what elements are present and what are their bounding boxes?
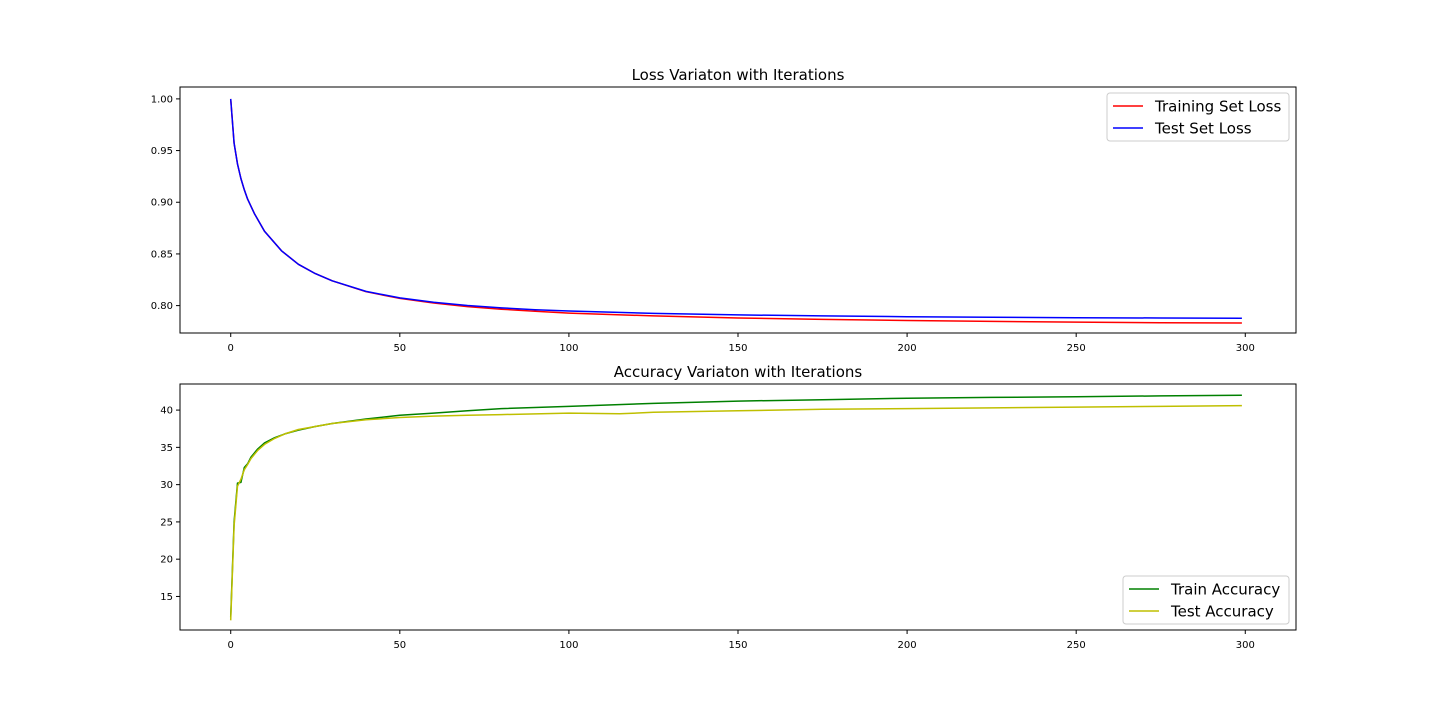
loss-chart: Loss Variaton with Iterations 0 50 100 150 2… — [151, 66, 1297, 354]
x-tick-label: 50 — [393, 343, 406, 354]
series-line-training-set-loss — [229, 98, 1242, 324]
loss-chart-frame — [179, 86, 1297, 334]
x-tick-label: 300 — [1236, 343, 1255, 354]
accuracy-chart-ticks: 0 50 100 150 200 250 300 15 20 25 30 35 40 — [160, 406, 1255, 651]
x-tick-label: 150 — [728, 343, 747, 354]
y-tick-label: 0.95 — [151, 146, 173, 157]
y-tick-label: 1.00 — [151, 94, 173, 105]
legend-label: Test Set Loss — [1154, 120, 1252, 138]
y-tick-label: 20 — [160, 555, 173, 566]
legend-frame — [1122, 575, 1290, 625]
y-tick-label: 0.85 — [151, 249, 173, 260]
legend-label: Training Set Loss — [1154, 98, 1281, 116]
series-line-train-accuracy — [229, 394, 1242, 618]
legend-frame — [1106, 92, 1290, 142]
accuracy-chart-title: Accuracy Variaton with Iterations — [614, 363, 863, 381]
y-tick-label: 0.80 — [151, 301, 173, 312]
x-tick-label: 200 — [898, 640, 917, 651]
x-tick-label: 200 — [898, 343, 917, 354]
y-tick-label: 35 — [160, 443, 173, 454]
y-tick-label: 30 — [160, 480, 173, 491]
x-tick-label: 50 — [393, 640, 406, 651]
x-tick-label: 100 — [559, 640, 578, 651]
series-line-test-accuracy — [229, 404, 1242, 621]
legend-label: Test Accuracy — [1170, 603, 1274, 621]
x-tick-label: 250 — [1067, 640, 1086, 651]
accuracy-chart-legend: Train Accuracy Test Accuracy — [1122, 575, 1290, 625]
y-tick-label: 40 — [160, 406, 173, 417]
series-line-test-set-loss — [229, 98, 1242, 319]
accuracy-chart-frame — [179, 383, 1297, 631]
accuracy-chart: Accuracy Variaton with Iterations 0 50 100… — [160, 363, 1297, 651]
loss-chart-title: Loss Variaton with Iterations — [632, 66, 845, 84]
x-tick-label: 300 — [1236, 640, 1255, 651]
x-tick-label: 0 — [228, 343, 234, 354]
loss-chart-ticks: 0 50 100 150 200 250 300 0.80 0.85 0.90 0.95 1.00 — [151, 94, 1255, 354]
x-tick-label: 100 — [559, 343, 578, 354]
loss-chart-lines — [229, 98, 1242, 324]
x-tick-label: 150 — [728, 640, 747, 651]
y-tick-label: 0.90 — [151, 198, 173, 209]
y-tick-label: 15 — [160, 592, 173, 603]
legend-label: Train Accuracy — [1170, 581, 1280, 599]
loss-chart-legend: Training Set Loss Test Set Loss — [1106, 92, 1290, 142]
x-tick-label: 0 — [228, 640, 234, 651]
y-tick-label: 25 — [160, 517, 173, 528]
accuracy-chart-lines — [229, 394, 1242, 621]
x-tick-label: 250 — [1067, 343, 1086, 354]
